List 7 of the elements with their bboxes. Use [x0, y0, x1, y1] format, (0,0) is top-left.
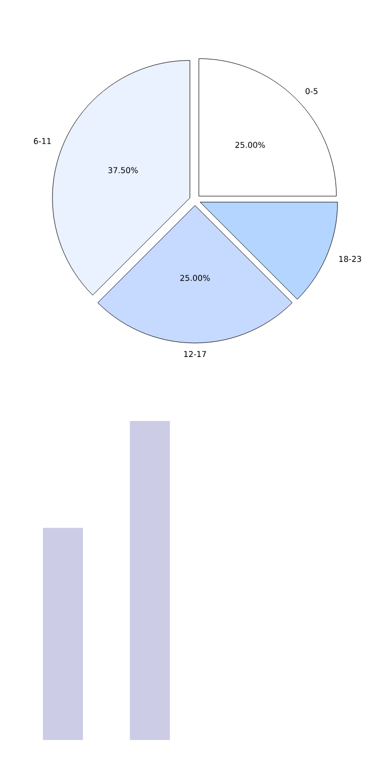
slice-label: 12-17	[184, 351, 206, 357]
data-label: 25.00%	[180, 274, 210, 281]
slice-label: 6-11	[34, 138, 51, 144]
slice-label: 18-23	[339, 256, 362, 262]
data-label: 37.50%	[108, 167, 138, 174]
slice-label: 0-5	[306, 88, 318, 94]
data-label: 25.00%	[235, 142, 265, 148]
